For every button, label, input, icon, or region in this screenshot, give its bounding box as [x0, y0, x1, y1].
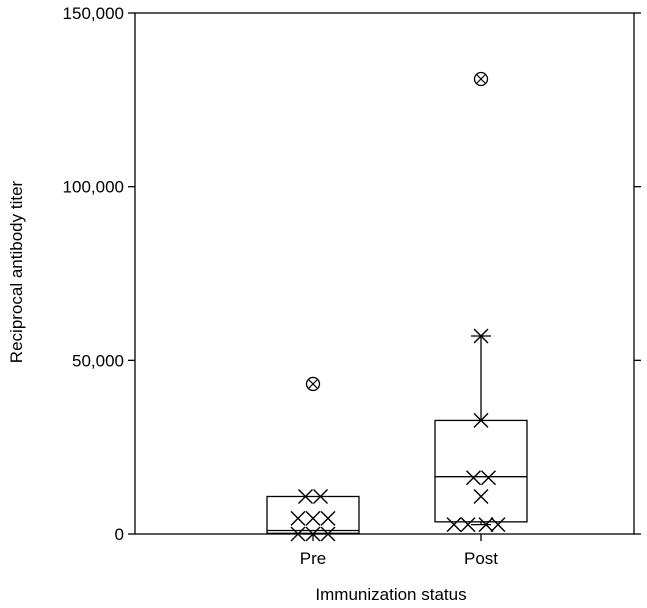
data-point-x: [473, 488, 489, 504]
y-tick-label: 100,000: [63, 178, 124, 197]
y-tick-label: 150,000: [63, 4, 124, 23]
data-point-x: [473, 412, 489, 428]
x-axis-title: Immunization status: [315, 585, 466, 604]
y-tick-label: 0: [115, 525, 124, 544]
x-tick-label: Post: [464, 549, 498, 568]
data-point-x: [290, 510, 306, 526]
data-point-x: [290, 526, 306, 542]
data-point-x: [446, 517, 462, 533]
outlier-circle: [305, 376, 321, 392]
x-tick-label: Pre: [300, 549, 326, 568]
box-body: [434, 419, 528, 523]
data-point-x: [298, 488, 313, 504]
outlier-circle: [473, 71, 489, 87]
y-tick-label: 50,000: [72, 351, 124, 370]
data-point-x: [313, 488, 328, 504]
outlier-x: [476, 74, 486, 84]
data-point-x: [460, 517, 476, 533]
box-body: [266, 495, 360, 534]
data-point-x: [320, 510, 336, 526]
outlier-x: [308, 379, 318, 389]
data-point-x: [473, 328, 489, 344]
y-axis-title: Reciprocal antibody titer: [7, 180, 26, 363]
data-point-x: [478, 517, 494, 533]
plot-frame: [134, 12, 635, 535]
data-point-x: [305, 526, 321, 542]
data-point-x: [466, 470, 481, 486]
data-point-x: [481, 470, 496, 486]
data-point-x: [320, 526, 336, 542]
data-point-x: [305, 510, 321, 526]
data-point-x: [490, 517, 506, 533]
plot-layer: 0 50,000 100,000 150,000 Pre Post: [63, 4, 641, 568]
